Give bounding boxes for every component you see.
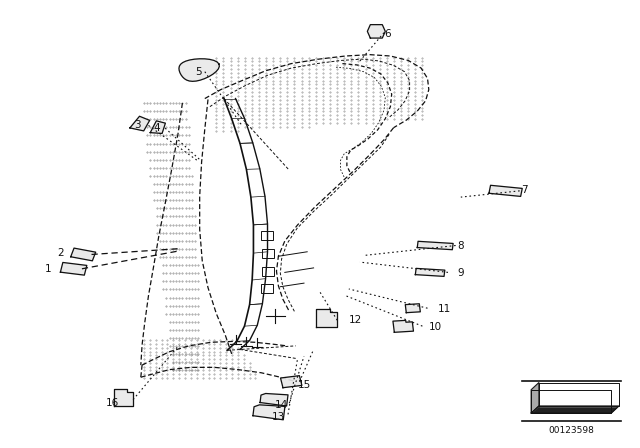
Polygon shape	[280, 376, 302, 388]
Polygon shape	[531, 383, 539, 413]
Polygon shape	[253, 405, 285, 420]
Text: 1: 1	[45, 264, 51, 274]
Bar	[262, 249, 274, 258]
Text: 16: 16	[106, 398, 118, 408]
Polygon shape	[417, 241, 453, 250]
Text: 13: 13	[272, 412, 285, 422]
Text: 8: 8	[458, 241, 464, 251]
Polygon shape	[260, 393, 288, 406]
Polygon shape	[405, 304, 420, 313]
Text: 6: 6	[384, 29, 390, 39]
Text: 5: 5	[195, 67, 202, 77]
Polygon shape	[71, 248, 95, 261]
Text: 10: 10	[429, 322, 442, 332]
Text: 00123598: 00123598	[548, 426, 594, 435]
Text: 3: 3	[134, 121, 141, 130]
Polygon shape	[489, 185, 522, 196]
Text: 11: 11	[438, 304, 451, 314]
Text: 2: 2	[58, 248, 64, 258]
Polygon shape	[114, 389, 133, 406]
Polygon shape	[316, 309, 337, 327]
Bar	[261, 284, 273, 293]
Bar	[262, 267, 274, 276]
Polygon shape	[150, 121, 165, 134]
Text: 4: 4	[154, 123, 160, 133]
Text: 12: 12	[349, 315, 362, 325]
Polygon shape	[393, 320, 413, 332]
Bar	[261, 231, 273, 240]
Polygon shape	[367, 25, 385, 38]
Text: 15: 15	[298, 380, 310, 390]
Polygon shape	[531, 406, 619, 413]
Text: 14: 14	[275, 401, 288, 410]
Polygon shape	[130, 116, 150, 131]
Polygon shape	[539, 383, 619, 406]
Text: 9: 9	[458, 268, 464, 278]
Polygon shape	[60, 263, 87, 275]
Polygon shape	[415, 268, 445, 276]
Text: 7: 7	[522, 185, 528, 195]
Polygon shape	[179, 59, 220, 82]
